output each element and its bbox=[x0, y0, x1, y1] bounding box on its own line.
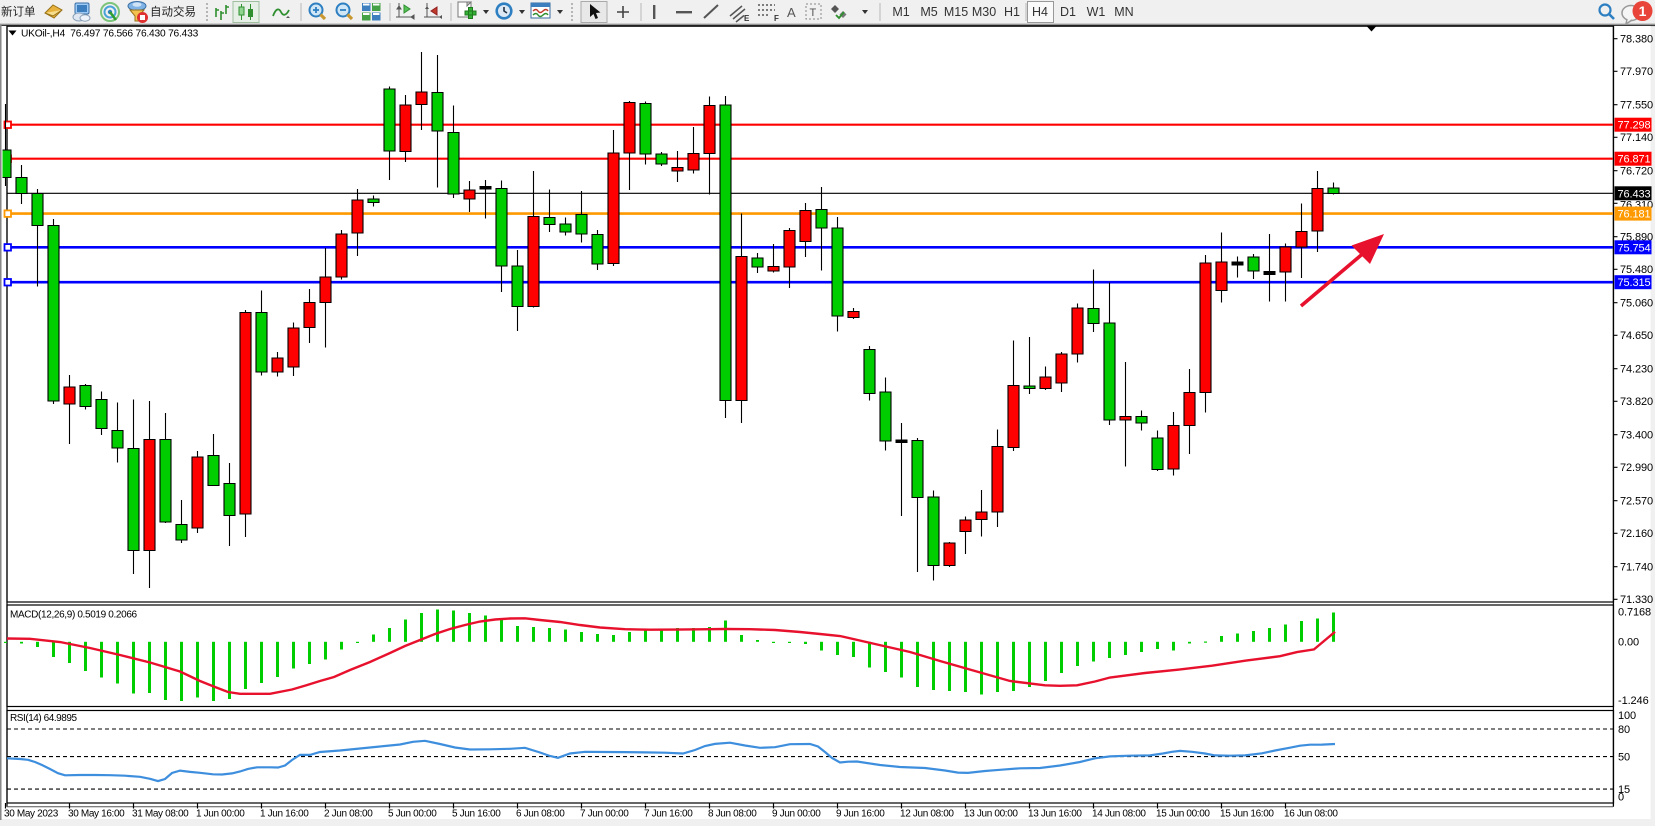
svg-text:13 Jun 16:00: 13 Jun 16:00 bbox=[1028, 809, 1082, 820]
svg-text:75.754: 75.754 bbox=[1618, 242, 1651, 254]
svg-text:RSI(14) 64.9895: RSI(14) 64.9895 bbox=[10, 713, 78, 724]
svg-text:72.570: 72.570 bbox=[1620, 496, 1653, 508]
svg-text:74.650: 74.650 bbox=[1620, 330, 1653, 342]
svg-text:0: 0 bbox=[1618, 791, 1624, 803]
svg-text:14 Jun 08:00: 14 Jun 08:00 bbox=[1092, 809, 1146, 820]
svg-text:T: T bbox=[810, 7, 817, 19]
svg-text:15: 15 bbox=[1618, 784, 1630, 796]
svg-text:H4: H4 bbox=[1032, 5, 1048, 19]
svg-text:76.433: 76.433 bbox=[1618, 188, 1651, 200]
svg-text:30 May 16:00: 30 May 16:00 bbox=[68, 809, 125, 820]
svg-text:71.330: 71.330 bbox=[1620, 594, 1653, 606]
svg-text:2 Jun 08:00: 2 Jun 08:00 bbox=[324, 809, 373, 820]
svg-text:77.140: 77.140 bbox=[1620, 132, 1653, 144]
svg-text:73.400: 73.400 bbox=[1620, 430, 1653, 442]
svg-text:A: A bbox=[787, 5, 796, 20]
svg-text:77.550: 77.550 bbox=[1620, 100, 1653, 112]
svg-text:72.990: 72.990 bbox=[1620, 462, 1653, 474]
svg-text:D1: D1 bbox=[1060, 5, 1076, 19]
svg-text:12 Jun 08:00: 12 Jun 08:00 bbox=[900, 809, 954, 820]
svg-text:72.160: 72.160 bbox=[1620, 528, 1653, 540]
svg-text:0.00: 0.00 bbox=[1618, 636, 1639, 648]
svg-text:13 Jun 00:00: 13 Jun 00:00 bbox=[964, 809, 1018, 820]
svg-text:E: E bbox=[744, 14, 750, 23]
svg-text:75.315: 75.315 bbox=[1618, 277, 1651, 289]
svg-text:75.060: 75.060 bbox=[1620, 298, 1653, 310]
svg-text:9 Jun 16:00: 9 Jun 16:00 bbox=[836, 809, 885, 820]
svg-text:5 Jun 00:00: 5 Jun 00:00 bbox=[388, 809, 437, 820]
svg-text:自动交易: 自动交易 bbox=[150, 5, 196, 19]
svg-text:7 Jun 00:00: 7 Jun 00:00 bbox=[580, 809, 629, 820]
svg-text:UKOil-,H4 76.497 76.566 76.43: UKOil-,H4 76.497 76.566 76.430 76.433 bbox=[21, 29, 199, 40]
svg-text:75.480: 75.480 bbox=[1620, 264, 1653, 276]
svg-text:1: 1 bbox=[1639, 3, 1647, 19]
svg-text:74.230: 74.230 bbox=[1620, 364, 1653, 376]
svg-text:73.820: 73.820 bbox=[1620, 396, 1653, 408]
svg-text:M15: M15 bbox=[944, 5, 968, 19]
svg-text:M1: M1 bbox=[892, 5, 909, 19]
svg-text:100: 100 bbox=[1618, 710, 1636, 722]
svg-text:0.7168: 0.7168 bbox=[1618, 606, 1651, 618]
svg-text:9 Jun 00:00: 9 Jun 00:00 bbox=[772, 809, 821, 820]
svg-text:77.970: 77.970 bbox=[1620, 66, 1653, 78]
svg-text:W1: W1 bbox=[1087, 5, 1106, 19]
svg-text:F: F bbox=[774, 14, 779, 23]
svg-text:1 Jun 00:00: 1 Jun 00:00 bbox=[196, 809, 245, 820]
svg-text:MACD(12,26,9) 0.5019 0.2066: MACD(12,26,9) 0.5019 0.2066 bbox=[10, 610, 138, 621]
svg-text:30 May 2023: 30 May 2023 bbox=[4, 809, 59, 820]
svg-text:7 Jun 16:00: 7 Jun 16:00 bbox=[644, 809, 693, 820]
svg-text:71.740: 71.740 bbox=[1620, 562, 1653, 574]
svg-text:15 Jun 16:00: 15 Jun 16:00 bbox=[1220, 809, 1274, 820]
svg-text:5 Jun 16:00: 5 Jun 16:00 bbox=[452, 809, 501, 820]
svg-text:76.720: 76.720 bbox=[1620, 166, 1653, 178]
svg-text:MN: MN bbox=[1114, 5, 1133, 19]
svg-text:80: 80 bbox=[1618, 724, 1630, 736]
svg-text:1 Jun 16:00: 1 Jun 16:00 bbox=[260, 809, 309, 820]
svg-text:31 May 08:00: 31 May 08:00 bbox=[132, 809, 189, 820]
svg-text:50: 50 bbox=[1618, 751, 1630, 763]
svg-text:M5: M5 bbox=[920, 5, 937, 19]
svg-text:77.298: 77.298 bbox=[1618, 120, 1651, 132]
svg-text:-1.246: -1.246 bbox=[1618, 695, 1649, 707]
svg-text:15 Jun 00:00: 15 Jun 00:00 bbox=[1156, 809, 1210, 820]
svg-text:8 Jun 08:00: 8 Jun 08:00 bbox=[708, 809, 757, 820]
svg-text:76.181: 76.181 bbox=[1618, 209, 1651, 221]
svg-text:M30: M30 bbox=[972, 5, 996, 19]
svg-text:H1: H1 bbox=[1004, 5, 1020, 19]
svg-text:新订单: 新订单 bbox=[1, 5, 36, 19]
svg-text:6 Jun 08:00: 6 Jun 08:00 bbox=[516, 809, 565, 820]
svg-text:16 Jun 08:00: 16 Jun 08:00 bbox=[1284, 809, 1338, 820]
svg-text:78.380: 78.380 bbox=[1620, 34, 1653, 46]
svg-text:76.871: 76.871 bbox=[1618, 154, 1651, 166]
